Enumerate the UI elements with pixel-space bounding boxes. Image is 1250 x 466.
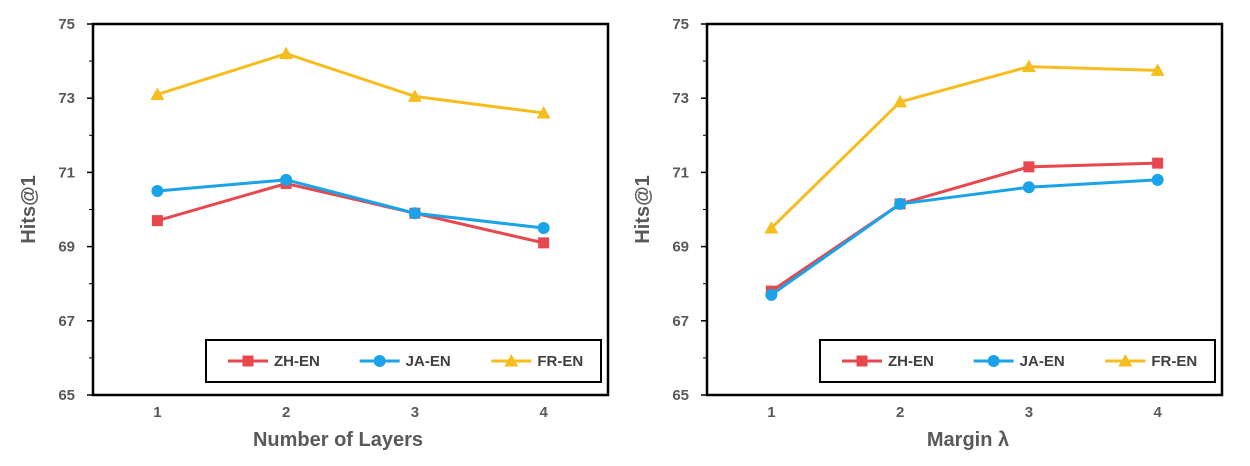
- x-tick-label: 2: [896, 404, 904, 421]
- y-tick-label: 65: [672, 387, 689, 404]
- data-point-fr-en: [1150, 63, 1165, 76]
- data-point-ja-en: [1022, 181, 1035, 194]
- legend-marker-zh-en: [242, 355, 254, 367]
- series-line-fr-en: [156, 52, 544, 115]
- data-point-ja-en: [151, 184, 164, 197]
- chart-panel-2: 65 67 69 71 73 75 1 2 3 4 Margin λ Hits@1 ZH-EN JA-EN…: [632, 16, 1224, 451]
- series-line-zh-en: [156, 182, 544, 245]
- data-point-fr-en: [1021, 59, 1036, 73]
- y-tick-label: 67: [672, 313, 689, 330]
- legend-label-fr-en: FR-EN: [537, 353, 583, 370]
- x-tick-label: 2: [282, 404, 290, 421]
- x-tick-label: 3: [1025, 404, 1033, 421]
- data-point-ja-en: [765, 288, 778, 301]
- legend-label-zh-en: ZH-EN: [274, 353, 320, 370]
- legend-marker-zh-en: [856, 355, 868, 367]
- x-tick-label: 4: [1153, 404, 1162, 421]
- y-tick-label: 73: [672, 90, 689, 107]
- series-line-ja-en: [157, 178, 544, 230]
- y-tick-label: 71: [58, 164, 75, 181]
- data-point-ja-en: [537, 222, 550, 235]
- legend-marker-ja-en: [373, 355, 386, 367]
- x-axis-title: Margin λ: [927, 429, 1009, 451]
- data-point-ja-en: [1151, 173, 1164, 186]
- legend-label-ja-en: JA-EN: [1020, 353, 1065, 370]
- x-tick-label: 1: [767, 404, 775, 421]
- data-point-fr-en: [279, 46, 294, 60]
- data-point-zh-en: [1023, 161, 1035, 173]
- data-point-fr-en: [407, 89, 422, 102]
- data-point-zh-en: [538, 237, 550, 249]
- data-point-fr-en: [764, 221, 779, 234]
- x-tick-label: 4: [539, 404, 548, 421]
- legend: ZH-EN JA-EN FR-EN: [205, 339, 602, 383]
- data-point-ja-en: [280, 173, 293, 186]
- data-point-zh-en: [151, 215, 163, 227]
- y-tick-label: 69: [58, 239, 75, 256]
- data-point-ja-en: [894, 197, 907, 210]
- legend-marker-fr-en: [504, 354, 519, 367]
- data-point-fr-en: [150, 87, 165, 100]
- series-line-zh-en: [770, 161, 1158, 293]
- y-tick-label: 73: [58, 90, 75, 107]
- chart-panel-1: 65 67 69 71 73 75 1 2 3 4 Number of Layers Hits@1 ZH…: [18, 16, 610, 451]
- legend-marker-ja-en: [987, 355, 1000, 367]
- y-tick-label: 65: [58, 387, 75, 404]
- y-tick-label: 75: [672, 16, 689, 33]
- legend: ZH-EN JA-EN FR-EN: [819, 339, 1216, 383]
- legend-box: [819, 339, 1216, 383]
- legend-label-ja-en: JA-EN: [406, 353, 451, 370]
- legend-marker-fr-en: [1118, 354, 1133, 367]
- data-point-fr-en: [893, 94, 908, 108]
- legend-box: [205, 339, 602, 383]
- y-tick-label: 71: [672, 164, 689, 181]
- legend-label-zh-en: ZH-EN: [888, 353, 934, 370]
- y-axis-title: Hits@1: [18, 175, 40, 243]
- series-line-fr-en: [770, 65, 1158, 230]
- x-axis-title: Number of Layers: [253, 429, 423, 451]
- y-axis-title: Hits@1: [632, 175, 654, 243]
- y-tick-label: 75: [58, 16, 75, 33]
- x-tick-label: 1: [153, 404, 161, 421]
- y-tick-label: 69: [672, 239, 689, 256]
- legend-label-fr-en: FR-EN: [1151, 353, 1197, 370]
- y-tick-label: 67: [58, 313, 75, 330]
- x-tick-label: 3: [411, 404, 419, 421]
- data-point-ja-en: [408, 207, 421, 220]
- data-point-fr-en: [536, 106, 551, 119]
- data-point-zh-en: [1152, 157, 1164, 169]
- series-line-ja-en: [770, 178, 1158, 297]
